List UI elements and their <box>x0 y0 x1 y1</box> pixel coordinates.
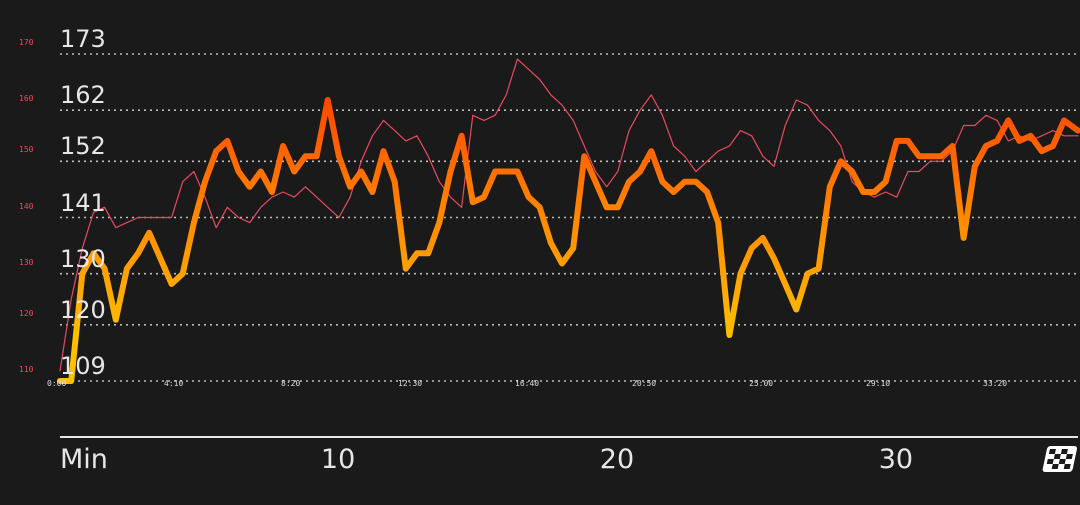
time-tick-label: 25:00 <box>749 379 774 388</box>
time-tick-label: 29:10 <box>866 379 891 388</box>
reference-line <box>59 58 1079 372</box>
secondary-y-tick-label: 130 <box>19 257 34 267</box>
heart-rate-line <box>57 97 1080 384</box>
y-tick-label: 130 <box>60 244 106 273</box>
y-tick-label: 120 <box>60 295 106 324</box>
time-tick-label: 4:10 <box>164 379 184 388</box>
time-tick-label: 20:50 <box>632 379 657 388</box>
y-tick-label: 141 <box>60 188 106 217</box>
secondary-y-tick-label: 120 <box>19 308 34 318</box>
x-tick-label: 10 <box>320 444 356 475</box>
secondary-y-tick-label: 150 <box>19 145 34 155</box>
gridlines <box>60 53 1078 382</box>
secondary-y-tick-label: 160 <box>19 94 34 104</box>
y-tick-label: 162 <box>60 81 106 110</box>
finish-flag-icon <box>1042 446 1077 472</box>
time-tick-label: 8:20 <box>281 379 301 388</box>
y-tick-label: 173 <box>60 25 106 53</box>
secondary-y-tick-label: 110 <box>19 365 34 374</box>
secondary-y-tick-label: 170 <box>19 38 34 47</box>
time-tick-label: 12:30 <box>398 379 423 388</box>
time-tick-label: 33:20 <box>983 379 1008 388</box>
time-tick-label: 0:00 <box>47 379 67 388</box>
series-layer <box>57 58 1080 384</box>
y-tick-label: 152 <box>60 132 106 161</box>
x-tick-label: 20 <box>599 444 635 475</box>
time-tick-label: 16:40 <box>515 379 540 388</box>
y-tick-label: 109 <box>60 352 106 380</box>
x-axis-label: Min <box>60 444 108 475</box>
x-tick-label: 30 <box>878 444 914 475</box>
secondary-y-tick-label: 140 <box>19 201 34 211</box>
